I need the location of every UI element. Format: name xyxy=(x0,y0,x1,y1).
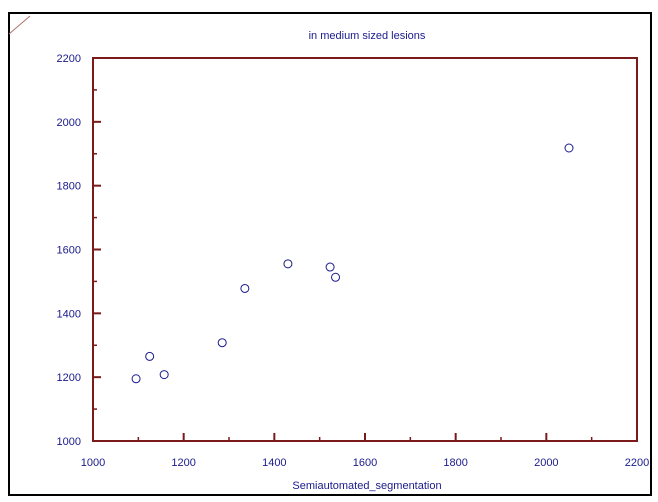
plot-area xyxy=(92,57,638,442)
x-tick-label: 1600 xyxy=(353,457,377,469)
x-axis-title: Semiautomated_segmentation xyxy=(292,480,441,492)
data-point xyxy=(325,262,335,272)
y-tick-label: 1600 xyxy=(57,245,81,257)
data-point xyxy=(240,283,250,293)
x-tick-label: 1400 xyxy=(262,457,286,469)
x-tick-label: 2000 xyxy=(534,457,558,469)
data-point xyxy=(283,259,293,269)
y-axis: 1000 1200 1400 1600 1800 2000 2200 xyxy=(57,53,101,448)
y-tick-label: 2000 xyxy=(57,117,81,129)
data-point xyxy=(131,374,141,384)
y-tick-label: 1400 xyxy=(57,308,81,320)
chart-title: in medium sized lesions xyxy=(309,30,426,42)
x-tick-label: 1000 xyxy=(81,457,105,469)
chart-frame xyxy=(8,12,652,496)
data-point xyxy=(564,143,574,153)
data-point xyxy=(217,338,227,348)
data-point xyxy=(159,370,169,380)
x-tick-label: 1800 xyxy=(443,457,467,469)
data-points xyxy=(131,143,574,384)
y-tick-label: 1000 xyxy=(57,436,81,448)
x-tick-label: 2200 xyxy=(625,457,649,469)
corner-decoration xyxy=(8,15,31,35)
data-point xyxy=(331,272,341,282)
y-tick-label: 1800 xyxy=(57,181,81,193)
x-tick-label: 1200 xyxy=(171,457,195,469)
data-point xyxy=(145,351,155,361)
y-tick-label: 2200 xyxy=(57,53,81,65)
y-tick-label: 1200 xyxy=(57,372,81,384)
x-axis: 1000 1200 1400 1600 1800 2000 2200 xyxy=(81,433,649,469)
